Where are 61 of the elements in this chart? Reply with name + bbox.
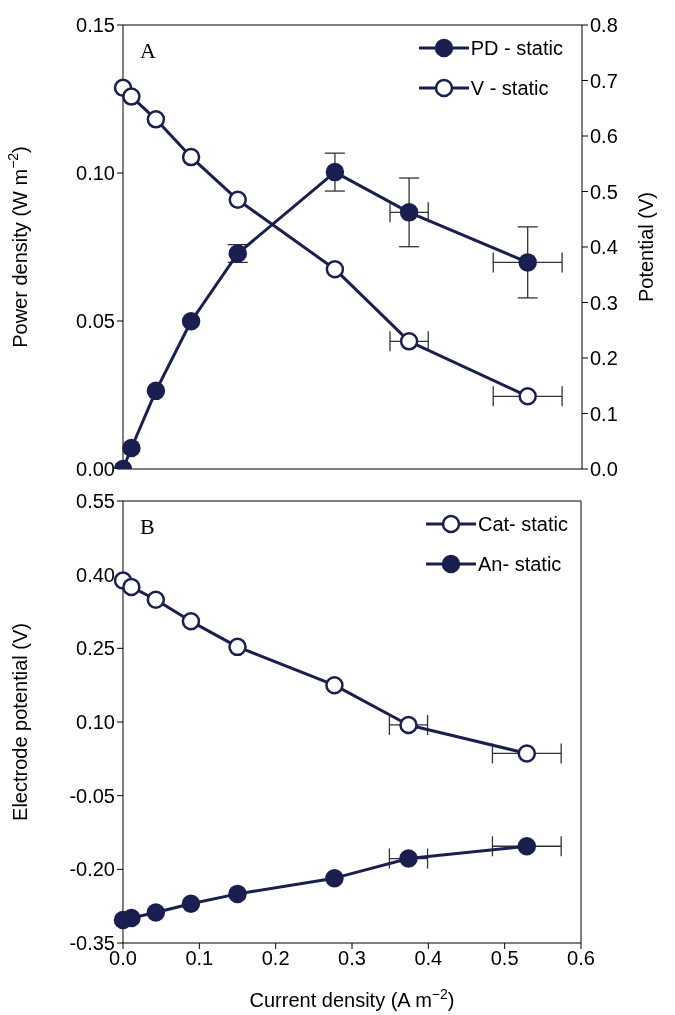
point: [228, 884, 247, 904]
y2-tick-label: 0.3: [590, 291, 618, 314]
x-tick-label: 0.2: [261, 947, 290, 970]
x-tick-label: 0.3: [338, 947, 366, 970]
x-tick-label: 0.6: [567, 947, 595, 970]
point: [228, 190, 247, 210]
point: [122, 87, 141, 106]
legend-label: Cat- static: [477, 513, 568, 535]
y-tick-label: -0.05: [69, 784, 115, 807]
point: [517, 744, 537, 763]
point: [325, 868, 344, 888]
point: [518, 387, 537, 406]
point: [122, 438, 141, 458]
y2-tick-label: 0.5: [590, 180, 618, 203]
y-tick-label: -0.20: [69, 858, 115, 881]
legend-label: V - static: [470, 77, 549, 99]
point: [146, 110, 166, 129]
y-tick-label: 0.10: [76, 711, 115, 734]
point: [325, 675, 344, 695]
point: [228, 637, 247, 657]
x-tick-label: 0.1: [185, 947, 214, 970]
x-tick-label: 0.5: [490, 947, 519, 970]
y-tick-label: 0.00: [76, 458, 115, 481]
y2-tick-label: 0.4: [590, 236, 618, 259]
point: [399, 849, 418, 868]
y2-tick-label: 0.0: [590, 458, 618, 481]
point: [518, 253, 537, 272]
point: [122, 908, 141, 928]
y2-tick-label: 0.2: [590, 347, 618, 370]
point: [399, 332, 419, 351]
point: [146, 590, 166, 609]
point: [325, 162, 345, 182]
y-tick-label: 0.15: [76, 14, 115, 37]
point: [399, 715, 418, 735]
y-tick-label: 0.40: [76, 563, 115, 586]
x-tick-label: 0.4: [414, 947, 443, 970]
x-axis-title: Current density (A m$^{−2}$): [249, 986, 455, 1011]
point: [181, 147, 201, 167]
point: [325, 259, 345, 279]
point: [517, 837, 537, 856]
y2-tick-label: 0.7: [590, 69, 618, 92]
y2-axis-title: Potential (V): [635, 191, 658, 303]
annotation: A: [140, 38, 156, 63]
point: [181, 894, 201, 913]
y-axis-title: Electrode potential (V): [9, 623, 32, 821]
y2-tick-label: 0.8: [590, 14, 618, 37]
legend-label: PD - static: [470, 37, 563, 59]
legend-label: An- static: [477, 553, 562, 575]
point: [146, 381, 166, 401]
point: [181, 612, 201, 631]
y-tick-label: 0.25: [76, 637, 115, 660]
point: [181, 312, 201, 331]
annotation: B: [140, 514, 155, 539]
y-tick-label: 0.55: [76, 490, 115, 513]
y2-tick-label: 0.6: [590, 125, 618, 148]
y2-tick-label: 0.1: [590, 402, 618, 425]
point: [399, 203, 419, 222]
point: [146, 903, 166, 922]
y-tick-label: 0.05: [76, 310, 115, 333]
y-tick-label: 0.10: [76, 162, 115, 185]
point: [122, 577, 141, 597]
